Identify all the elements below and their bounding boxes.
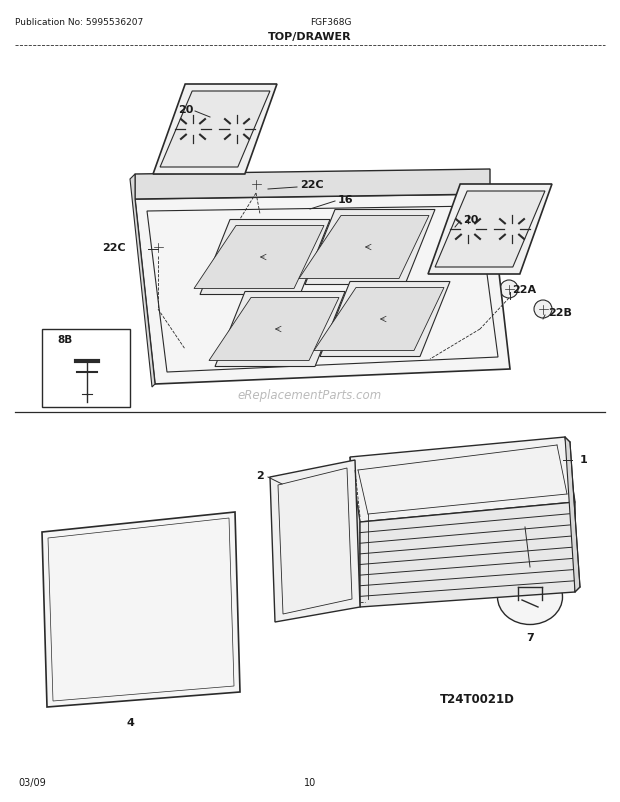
Circle shape: [262, 255, 268, 261]
Text: 7: 7: [526, 632, 534, 642]
Polygon shape: [350, 457, 360, 587]
Text: T24T0021D: T24T0021D: [440, 692, 515, 705]
Text: eReplacementParts.com: eReplacementParts.com: [238, 388, 382, 402]
Text: FGF368G: FGF368G: [310, 18, 352, 27]
Text: 22B: 22B: [548, 308, 572, 318]
Polygon shape: [153, 85, 277, 175]
Polygon shape: [360, 502, 575, 607]
Text: TOP/DRAWER: TOP/DRAWER: [268, 32, 352, 42]
Text: 4: 4: [126, 717, 134, 727]
Circle shape: [277, 326, 283, 333]
Circle shape: [500, 281, 518, 298]
Polygon shape: [299, 217, 429, 279]
Text: 1: 1: [580, 455, 588, 464]
Text: 10: 10: [304, 777, 316, 787]
Bar: [42, 330, 130, 407]
Circle shape: [149, 239, 167, 257]
Circle shape: [534, 301, 552, 318]
Circle shape: [247, 176, 265, 194]
Text: 03/09: 03/09: [18, 777, 46, 787]
Circle shape: [382, 317, 388, 322]
Text: Publication No: 5995536207: Publication No: 5995536207: [15, 18, 143, 27]
Polygon shape: [320, 282, 450, 357]
Text: 2: 2: [256, 471, 264, 480]
Polygon shape: [270, 460, 360, 622]
Polygon shape: [135, 195, 510, 384]
Text: 22C: 22C: [102, 243, 126, 253]
Text: 22C: 22C: [300, 180, 324, 190]
Polygon shape: [305, 210, 435, 286]
Polygon shape: [215, 292, 345, 367]
Polygon shape: [565, 437, 580, 592]
Ellipse shape: [497, 569, 562, 625]
Text: 8B: 8B: [57, 334, 73, 345]
Text: 20: 20: [463, 215, 479, 225]
Polygon shape: [160, 92, 270, 168]
Polygon shape: [209, 298, 339, 361]
Polygon shape: [314, 288, 444, 351]
Polygon shape: [42, 512, 240, 707]
Polygon shape: [130, 175, 155, 387]
Polygon shape: [200, 221, 330, 295]
Polygon shape: [194, 226, 324, 290]
Circle shape: [367, 245, 373, 251]
Polygon shape: [350, 437, 575, 522]
Text: 16: 16: [338, 195, 353, 205]
Text: 20: 20: [178, 105, 193, 115]
Polygon shape: [428, 184, 552, 274]
Polygon shape: [435, 192, 545, 268]
Polygon shape: [135, 170, 490, 200]
Text: 22A: 22A: [512, 285, 536, 294]
